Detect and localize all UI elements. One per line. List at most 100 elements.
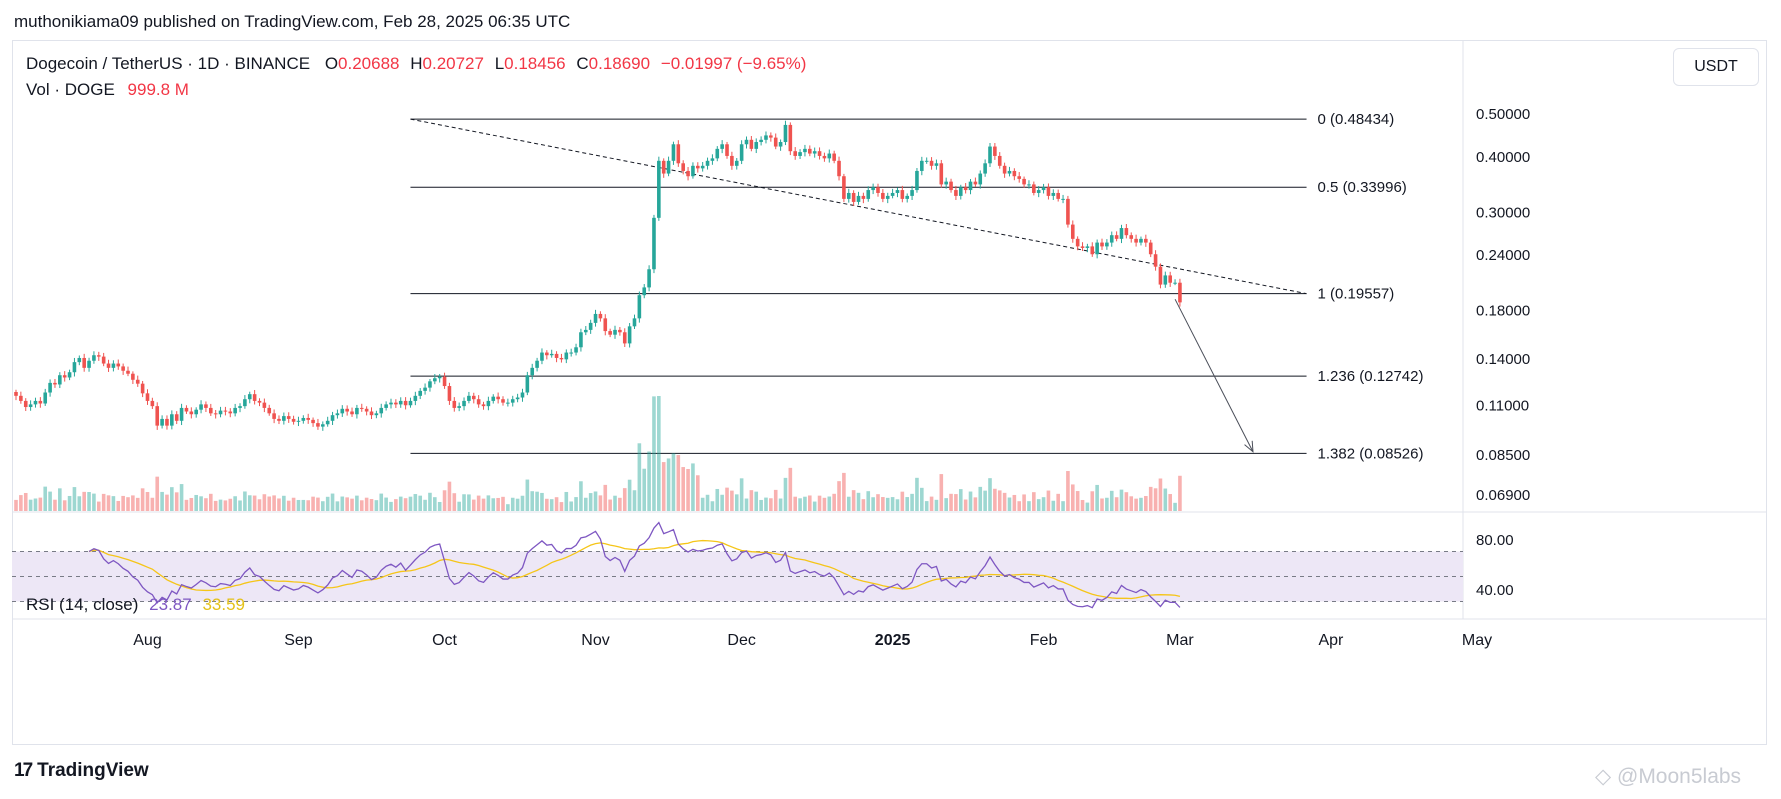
volume-bar [311, 496, 315, 511]
candle-body [301, 417, 306, 421]
symbol-title[interactable]: Dogecoin / TetherUS · 1D · BINANCE [26, 54, 311, 73]
volume-bar [973, 497, 978, 511]
volume-bar [613, 495, 617, 511]
volume-bar [691, 463, 695, 511]
volume-bar [506, 504, 510, 511]
candle-body [1153, 254, 1158, 267]
candle-body [535, 360, 539, 368]
candle-body [481, 404, 486, 407]
volume-bar [350, 498, 354, 511]
rsi-label[interactable]: RSI (14, close) [26, 595, 139, 614]
candle-body [1022, 178, 1026, 185]
candle-body [384, 404, 388, 408]
candle-body [739, 144, 744, 161]
tradingview-logo[interactable]: 17 TradingView [14, 760, 149, 782]
candle-body [788, 124, 793, 152]
candle-body [949, 181, 953, 191]
candle-body [418, 390, 423, 396]
volume-bar [827, 496, 832, 511]
rsi-legend: RSI (14, close) 23.87 33.59 [26, 595, 245, 615]
candle-body [832, 153, 836, 161]
volume-bar [379, 493, 384, 511]
candle-body [939, 163, 944, 185]
volume-bar [1017, 501, 1022, 511]
candle-body [778, 142, 783, 147]
publish-line: muthonikiama09 published on TradingView.… [14, 12, 571, 31]
volume-bar [58, 488, 62, 511]
volume-bar [335, 501, 340, 511]
candle-body [1051, 192, 1056, 196]
candle-body [934, 163, 939, 166]
fib-level-label: 0.5 (0.33996) [1318, 179, 1407, 196]
volume-bar [77, 496, 82, 511]
volume-bar [545, 498, 549, 511]
volume-bar [131, 495, 135, 511]
volume-bar [1173, 502, 1177, 511]
candle-body [710, 158, 715, 161]
candle-body [213, 413, 218, 415]
symbol-legend: Dogecoin / TetherUS · 1D · BINANCE O0.20… [26, 54, 806, 74]
candle-body [583, 329, 588, 333]
volume-bar [778, 498, 783, 511]
candle-body [920, 160, 924, 171]
candle-body [77, 357, 82, 363]
candle-body [369, 411, 374, 416]
candle-body [725, 144, 729, 156]
volume-bar [593, 491, 598, 511]
candle-body [520, 392, 525, 398]
volume-bar [184, 499, 189, 511]
volume-bar [905, 497, 910, 511]
candle-body [501, 399, 505, 403]
candle-body [247, 394, 252, 400]
volume-bar [530, 491, 535, 511]
y-tick-label: 0.50000 [1476, 106, 1530, 123]
rsi-tick-label: 80.00 [1476, 532, 1514, 549]
candle-body [238, 406, 242, 408]
candle-body [696, 165, 700, 169]
candle-body [876, 187, 880, 193]
candle-body [165, 418, 169, 426]
volume-bar [243, 491, 247, 511]
volume-bar [233, 496, 237, 511]
volume-bar [53, 499, 57, 511]
volume-bar [1066, 471, 1070, 511]
candle-body [720, 144, 724, 149]
candle-body [28, 404, 33, 408]
volume-bar [418, 495, 423, 511]
candle-body [958, 187, 963, 196]
volume-bar [1178, 475, 1182, 511]
volume-bar [135, 497, 140, 511]
candle-body [58, 375, 62, 385]
volume-bar [101, 493, 106, 511]
volume-bar [1168, 494, 1172, 511]
candle-body [140, 383, 145, 394]
volume-bar [428, 492, 432, 511]
volume-bar [793, 496, 797, 511]
candle-body [754, 142, 759, 149]
candle-body [1080, 246, 1085, 248]
candle-body [769, 135, 773, 138]
volume-bar [866, 491, 871, 511]
volume-bar [501, 496, 505, 511]
candle-body [700, 165, 705, 169]
currency-unit-button[interactable]: USDT [1673, 48, 1759, 86]
candle-body [944, 181, 948, 185]
volume-bar [978, 486, 983, 511]
candle-body [116, 363, 121, 367]
volume-bar [759, 499, 763, 511]
volume-bar [218, 499, 223, 511]
candle-body [457, 406, 461, 408]
volume-bar [150, 497, 155, 511]
volume-bar [949, 493, 953, 511]
volume-label[interactable]: Vol · DOGE [26, 80, 115, 99]
y-tick-label: 0.24000 [1476, 247, 1530, 264]
candle-body [773, 137, 778, 147]
trendline [410, 118, 1307, 295]
volume-bar [549, 499, 554, 511]
tradingview-brand: TradingView [37, 760, 149, 781]
volume-bar [160, 491, 164, 511]
volume-bar [895, 499, 900, 511]
volume-bar [671, 453, 676, 511]
x-tick-label: Sep [284, 632, 313, 649]
